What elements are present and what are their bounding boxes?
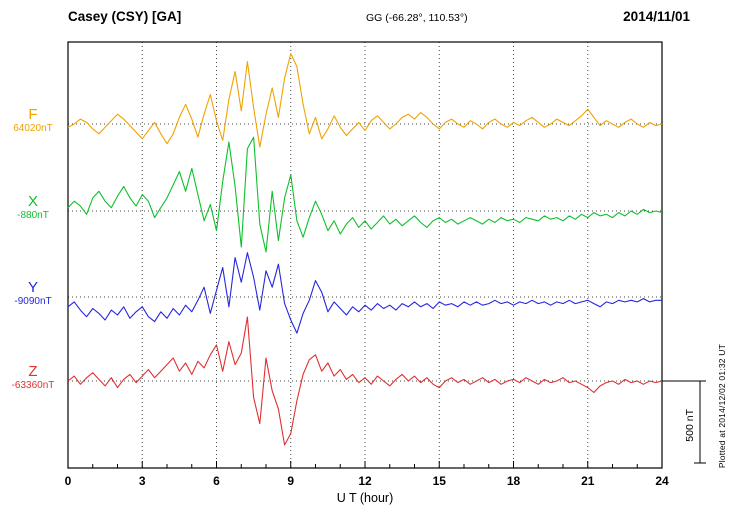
x-tick-label: 3	[139, 474, 146, 488]
scale-bar-label: 500 nT	[684, 409, 696, 442]
trace-label-z: Z -63360nT	[2, 363, 64, 392]
trace-label-y: Y -9090nT	[2, 279, 64, 308]
trace-baseline-z: -63360nT	[11, 380, 55, 392]
trace-X	[67, 136, 663, 253]
x-tick-label: 6	[213, 474, 220, 488]
station-title: Casey (CSY) [GA]	[68, 9, 182, 24]
trace-name-y: Y	[27, 279, 38, 296]
trace-label-x: X -880nT	[2, 193, 64, 222]
geographic-coordinates: GG (-66.28°, 110.53°)	[366, 12, 468, 24]
trace-Z	[67, 316, 663, 446]
plot-frame	[67, 41, 663, 469]
x-tick-label: 0	[65, 474, 72, 488]
x-tick-label: 21	[581, 474, 595, 488]
trace-name-f: F	[28, 106, 38, 123]
x-axis-label: U T (hour)	[336, 491, 394, 505]
plot-date: 2014/11/01	[623, 9, 690, 24]
trace-name-z: Z	[28, 363, 38, 380]
x-tick-label: 12	[358, 474, 372, 488]
x-tick-label: 15	[433, 474, 447, 488]
trace-baseline-x: -880nT	[17, 210, 49, 222]
trace-baseline-y: -9090nT	[14, 296, 52, 308]
trace-name-x: X	[27, 193, 38, 210]
plotted-at-note: Plotted at 2014/12/02 01:32 UT	[717, 343, 727, 468]
x-tick-label: 9	[287, 474, 294, 488]
trace-label-f: F 64020nT	[2, 106, 64, 135]
trace-Y	[67, 252, 662, 334]
trace-F	[67, 52, 663, 148]
x-tick-label: 24	[655, 474, 669, 488]
x-tick-label: 18	[507, 474, 521, 488]
trace-baseline-f: 64020nT	[13, 123, 53, 135]
